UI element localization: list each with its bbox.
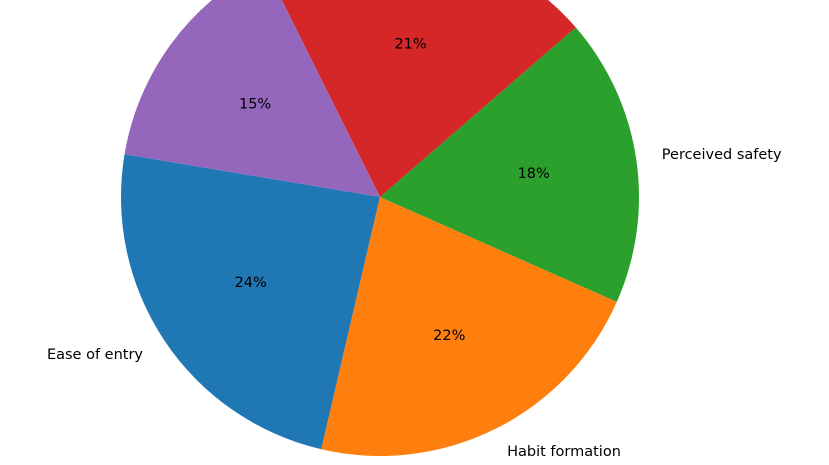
pie-slices — [120, 0, 640, 456]
pie-category-label: Perceived safety — [662, 147, 782, 163]
pie-percent-label: 18% — [518, 166, 550, 182]
pie-percent-labels: 24% 22% 18% 21% 15% — [235, 37, 550, 345]
pie-slice-integration-with-apps — [281, 0, 576, 197]
pie-percent-label: 15% — [239, 97, 271, 113]
pie-category-label: Habit formation — [507, 444, 621, 460]
pie-category-label: Ease of entry — [47, 347, 143, 363]
pie-slice-unlabeled — [124, 0, 380, 197]
pie-percent-label: 22% — [433, 328, 465, 344]
pie-slice-perceived-safety — [380, 27, 640, 302]
pie-percent-label: 24% — [235, 275, 267, 291]
pie-category-labels: Ease of entry Habit formation Perceived sa… — [47, 147, 782, 460]
pie-percent-label: 21% — [394, 37, 426, 53]
pie-slice-habit-formation — [321, 197, 617, 456]
pie-slice-ease-of-entry — [120, 154, 380, 450]
